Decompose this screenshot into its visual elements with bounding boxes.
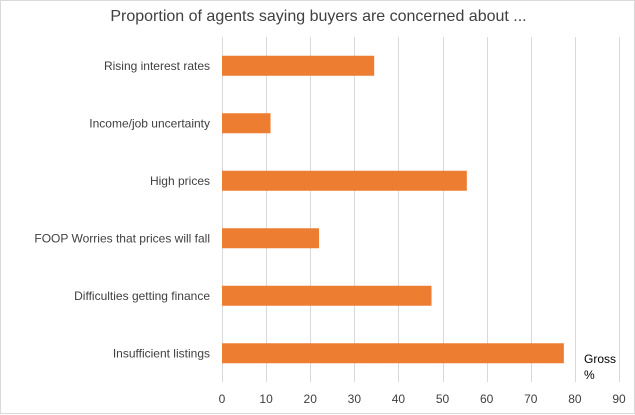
x-tick-label-1: 10	[259, 392, 273, 406]
category-label-1: Income/job uncertainty	[89, 116, 210, 130]
x-tick-label-0: 0	[219, 392, 226, 406]
x-tick-label-4: 40	[392, 392, 406, 406]
bar-0	[222, 55, 375, 76]
bar-2	[222, 170, 467, 191]
x-tick-label-9: 90	[612, 392, 626, 406]
bar-3	[222, 228, 320, 249]
category-label-3: FOOP Worries that prices will fall	[34, 231, 210, 245]
x-tick-label-3: 30	[348, 392, 362, 406]
x-tick-label-2: 20	[304, 392, 318, 406]
category-label-5: Insufficient listings	[113, 346, 210, 360]
unit-label-line1: Gross	[584, 352, 616, 366]
x-tick-label-6: 60	[480, 392, 494, 406]
x-tick-label-5: 50	[436, 392, 450, 406]
bar-5	[222, 343, 564, 364]
category-label-2: High prices	[150, 174, 210, 188]
chart-title: Proportion of agents saying buyers are c…	[110, 8, 527, 25]
unit-label-line2: %	[584, 368, 595, 382]
bar-4	[222, 285, 432, 306]
x-tick-label-8: 80	[568, 392, 582, 406]
category-label-0: Rising interest rates	[104, 59, 210, 73]
category-label-4: Difficulties getting finance	[74, 289, 210, 303]
x-tick-label-7: 70	[524, 392, 538, 406]
bar-1	[222, 113, 271, 134]
